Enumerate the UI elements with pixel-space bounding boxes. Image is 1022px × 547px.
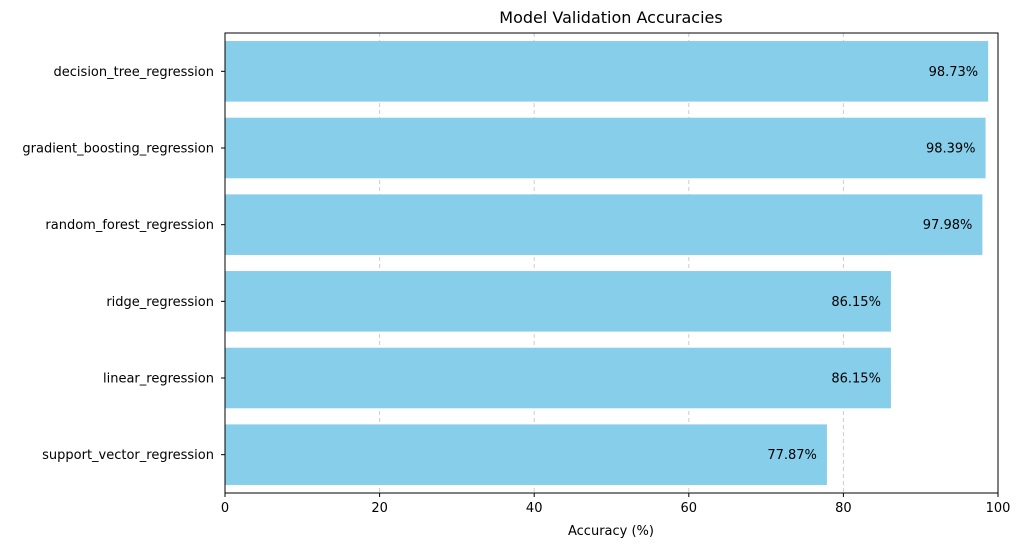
x-tick-label-40: 40	[526, 501, 543, 516]
chart-title: Model Validation Accuracies	[499, 8, 722, 27]
bar-linear_regression	[225, 347, 891, 409]
bar-value-label-decision_tree_regression: 98.73%	[929, 65, 979, 80]
x-tick-label-0: 0	[221, 501, 229, 516]
bar-random_forest_regression	[225, 194, 983, 255]
x-axis-title: Accuracy (%)	[568, 524, 654, 539]
bar-value-label-random_forest_regression: 97.98%	[923, 218, 973, 233]
grid-lines	[379, 33, 844, 493]
plot-frame	[224, 32, 999, 494]
x-tick-label-60: 60	[681, 501, 698, 516]
x-tick-label-20: 20	[371, 501, 388, 516]
y-tick-label-random_forest_regression: random_forest_regression	[45, 218, 214, 233]
bar-ridge_regression	[225, 271, 891, 332]
bar-value-labels: 98.73% 98.39% 97.98% 86.15% 86.15% 77.87%	[767, 65, 978, 463]
bar-value-label-gradient_boosting_regression: 98.39%	[926, 142, 976, 157]
bar-decision_tree_regression	[225, 41, 989, 102]
bar-gradient_boosting_regression	[225, 117, 986, 179]
y-tick-label-gradient_boosting_regression: gradient_boosting_regression	[22, 142, 214, 157]
bar-support_vector_regression	[225, 424, 827, 485]
x-tick-label-100: 100	[986, 501, 1011, 516]
x-tick-label-80: 80	[835, 501, 852, 516]
y-axis-ticks: decision_tree_regression gradient_boostin…	[22, 65, 225, 463]
bar-value-label-ridge_regression: 86.15%	[831, 295, 881, 310]
bar-value-label-linear_regression: 86.15%	[831, 372, 881, 387]
y-tick-label-ridge_regression: ridge_regression	[106, 295, 214, 310]
y-tick-label-support_vector_regression: support_vector_regression	[42, 448, 214, 463]
bar-value-label-support_vector_regression: 77.87%	[767, 448, 817, 463]
y-tick-label-linear_regression: linear_regression	[103, 372, 214, 387]
bars-group	[225, 41, 989, 485]
y-tick-label-decision_tree_regression: decision_tree_regression	[54, 65, 214, 80]
x-axis-ticks: 0 20 40 60 80 100	[221, 493, 1011, 516]
